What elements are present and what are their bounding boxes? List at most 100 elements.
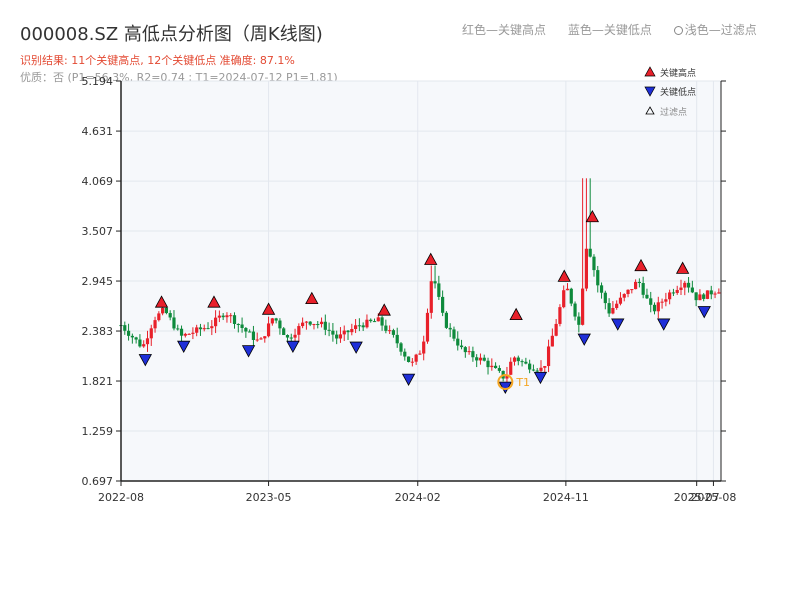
candle-body [145, 338, 150, 345]
candle-body [546, 346, 551, 367]
candle-body [660, 301, 664, 303]
candle-body [335, 334, 339, 339]
candle-body [713, 293, 717, 295]
candle-body [497, 368, 501, 371]
candle-body [232, 315, 237, 324]
candle-body [641, 283, 645, 295]
candle-body [441, 296, 445, 313]
candle-body [509, 361, 513, 375]
t1-circle [497, 374, 514, 391]
candle-body [327, 329, 331, 331]
candle-body [149, 328, 153, 339]
candle-body [278, 320, 282, 329]
top-legend-gray: 浅色—过滤点 [684, 23, 757, 37]
key-high-marker [377, 303, 391, 316]
candle-body [157, 313, 161, 321]
candle-body [251, 331, 256, 340]
candle-body [221, 315, 225, 318]
candle-body [448, 327, 452, 330]
candle-body [399, 343, 403, 352]
candle-body [361, 325, 365, 328]
candle-body [346, 330, 350, 333]
candle-body [217, 315, 221, 318]
candle-body [486, 360, 490, 368]
candle-body [475, 357, 479, 361]
candle-body [698, 294, 702, 301]
candle-body [213, 317, 218, 327]
candle-body [543, 366, 547, 368]
candle-body [607, 303, 611, 314]
candle-body [524, 361, 528, 364]
candle-body [410, 361, 414, 363]
candle-body [414, 354, 418, 362]
legend-high-triangle [644, 66, 656, 77]
candle-body [702, 294, 706, 299]
key-low-marker [611, 318, 625, 331]
candle-body [467, 351, 471, 353]
candle-body [248, 331, 252, 333]
candle-body [172, 317, 176, 329]
candle-body [183, 333, 187, 336]
candle-body [130, 335, 134, 338]
candle-body [331, 330, 335, 335]
y-tick-label: 1.821 [82, 375, 114, 388]
top-legend: 红色—关键高点 蓝色—关键低点 浅色—过滤点 [462, 21, 775, 38]
candle-body [134, 337, 138, 340]
candle-body [463, 347, 467, 353]
y-tick-label: 3.507 [82, 225, 114, 238]
key-high-marker [557, 269, 571, 282]
candle-body [153, 320, 157, 329]
candle-body [471, 351, 475, 358]
candle-body [418, 353, 422, 355]
candle-body [520, 361, 524, 363]
top-legend-gray-item: 浅色—过滤点 [673, 23, 757, 37]
candle-body [717, 292, 721, 294]
key-low-marker [286, 340, 300, 354]
candle-body [308, 321, 312, 325]
candle-body [198, 327, 203, 330]
candle-body [372, 321, 377, 323]
candle-body [539, 367, 543, 371]
candle-body [683, 282, 687, 288]
candle-body [573, 303, 577, 317]
key-low-marker [401, 373, 416, 386]
candle-body [391, 330, 396, 335]
candle-body [671, 292, 676, 294]
candle-body [304, 321, 309, 323]
candle-body [176, 328, 180, 330]
chart-title: 000008.SZ 高低点分析图（周K线图) [20, 24, 323, 45]
candle-body [384, 325, 388, 331]
candle-body [618, 297, 623, 304]
key-low-marker [241, 345, 256, 358]
candle-body [516, 357, 520, 362]
ring-icon [673, 26, 683, 35]
candle-body [490, 365, 494, 368]
x-tick-label: 2022-08 [98, 491, 144, 504]
candle-body [353, 325, 358, 330]
candle-body [596, 270, 600, 286]
candle-body [645, 294, 649, 299]
candle-body [505, 374, 509, 379]
y-tick-label: 4.631 [82, 125, 114, 138]
candle-body [637, 281, 641, 284]
candle-body [444, 312, 449, 328]
candle-body [581, 288, 585, 325]
candle-body [478, 357, 483, 361]
candle-body [380, 317, 384, 326]
candle-body [584, 248, 589, 289]
y-tick-label: 0.697 [82, 475, 114, 488]
candle-body [599, 285, 604, 293]
candle-body [395, 334, 399, 344]
key-low-marker [138, 354, 152, 367]
candle-body [123, 325, 127, 331]
candle-body [365, 319, 369, 328]
candle-body [350, 329, 354, 333]
candle-body [357, 325, 361, 327]
candle-body [369, 319, 373, 322]
key-low-marker [349, 341, 363, 354]
candle-body [675, 289, 679, 293]
candle-body [240, 324, 244, 329]
candle-body [459, 345, 464, 348]
candle-body [528, 363, 532, 370]
